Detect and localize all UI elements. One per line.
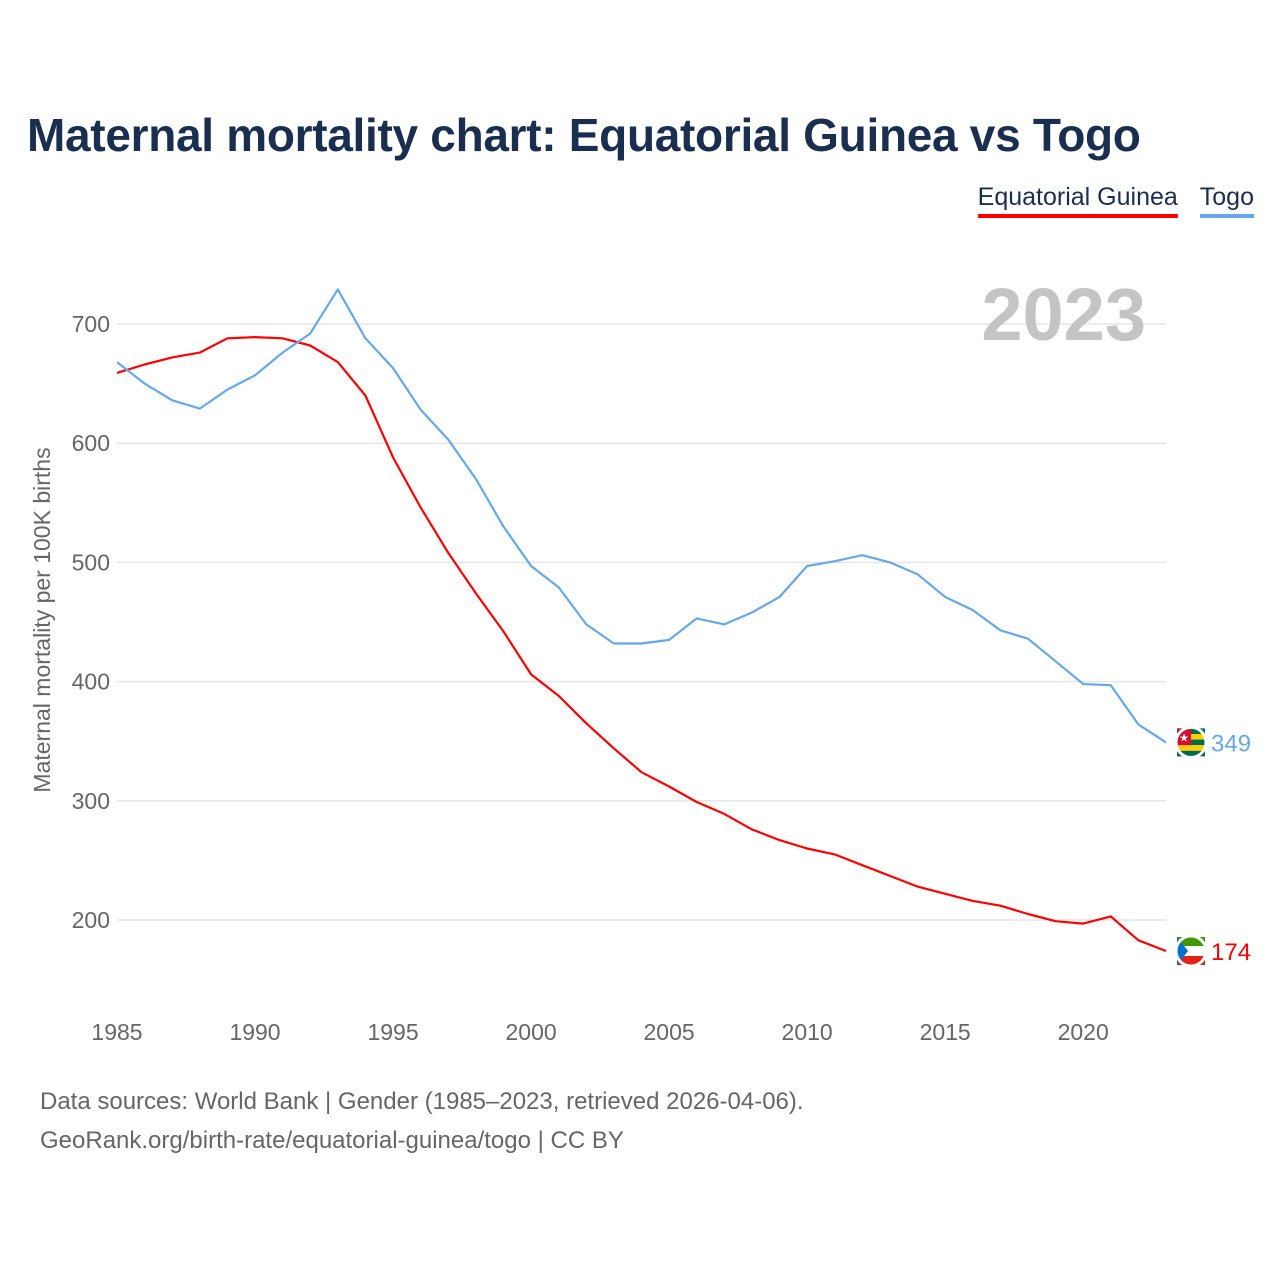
series-line-equatorial-guinea xyxy=(116,336,1167,953)
end-value-label: 349 xyxy=(1211,730,1251,757)
x-tick-label: 2005 xyxy=(644,1019,695,1045)
x-tick-label: 2010 xyxy=(782,1019,833,1045)
series-line-togo xyxy=(116,288,1167,744)
flag-mask xyxy=(1174,725,1208,759)
flag-stripe xyxy=(1177,936,1205,946)
legend: Equatorial Guinea Togo xyxy=(977,183,1254,218)
chart-title: Maternal mortality chart: Equatorial Gui… xyxy=(27,109,1141,161)
flag-stripe xyxy=(1177,955,1205,965)
end-value-label: 174 xyxy=(1211,939,1251,966)
y-tick-label: 600 xyxy=(72,430,110,456)
year-label: 2023 xyxy=(981,273,1146,356)
flag-stripe xyxy=(1177,945,1205,956)
flag-star: ★ xyxy=(1179,732,1189,744)
x-tick-label: 1995 xyxy=(367,1019,418,1045)
x-tick-label: 2000 xyxy=(505,1019,556,1045)
y-tick-label: 300 xyxy=(72,788,110,814)
flag-stripe xyxy=(1177,745,1205,751)
y-tick-label: 200 xyxy=(72,907,110,933)
x-tick-label: 2020 xyxy=(1058,1019,1109,1045)
flag-mask xyxy=(1174,934,1208,968)
legend-togo[interactable]: Togo xyxy=(1199,183,1254,218)
x-tick-label: 2015 xyxy=(920,1019,971,1045)
y-axis-label: Maternal mortality per 100K births xyxy=(29,447,55,792)
flag-triangle xyxy=(1177,936,1188,965)
legend-equatorial-guinea[interactable]: Equatorial Guinea xyxy=(977,183,1178,218)
x-tick-label: 1990 xyxy=(229,1019,280,1045)
footer-link[interactable]: GeoRank.org/birth-rate/equatorial-guinea… xyxy=(40,1127,624,1154)
y-tick-label: 700 xyxy=(72,311,110,337)
footer-sources: Data sources: World Bank | Gender (1985–… xyxy=(40,1088,804,1115)
flag-stripe xyxy=(1177,750,1205,757)
y-tick-label: 400 xyxy=(72,669,110,695)
x-tick-label: 1985 xyxy=(91,1019,142,1045)
y-tick-label: 500 xyxy=(72,549,110,575)
